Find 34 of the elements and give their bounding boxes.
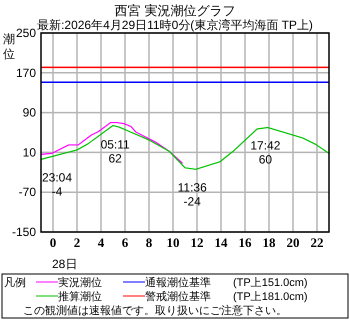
y-tick-label: -150 xyxy=(12,225,36,239)
line-series xyxy=(40,122,184,164)
chart-title: 西宮 実況潮位グラフ xyxy=(114,3,236,18)
x-tick-label: 4 xyxy=(98,235,105,250)
text: この観測値は速報値です。取り扱いにご注意下さい。 xyxy=(23,304,287,317)
legend-label: 実況潮位 xyxy=(58,276,102,289)
x-tick-label: 22 xyxy=(310,235,324,250)
legend-label: 通報潮位基準 (TP上151.0cm) xyxy=(145,276,308,289)
y-tick-label: 90 xyxy=(22,106,36,120)
chart-subtitle: 最新:2026年4月29日11時0分(東京湾平均海面 TP上) xyxy=(37,18,313,32)
x-tick-label: 12 xyxy=(190,235,204,250)
annotation: 23:04 -4 xyxy=(42,170,72,198)
legend-label: 警戒潮位基準 (TP上181.0cm) xyxy=(145,290,308,303)
x-tick-label: 16 xyxy=(238,235,252,250)
y-tick-label: -70 xyxy=(18,185,36,200)
y-tick-label: 10 xyxy=(22,145,36,160)
y-tick-label: 170 xyxy=(16,66,36,80)
annotation: 05:11 62 xyxy=(100,138,130,166)
x-tick-label: 18 xyxy=(262,235,276,250)
x-tick-label: 10 xyxy=(166,235,180,250)
annotation: 17:42 60 xyxy=(250,138,281,167)
line-series xyxy=(40,124,330,170)
annotation: 11:36 -24 xyxy=(178,180,208,208)
x-tick-label: 20 xyxy=(286,235,300,250)
y-tick-label: 250 xyxy=(16,26,36,40)
y-axis-title: 潮位 xyxy=(3,32,15,61)
legend-title: 凡例 xyxy=(4,277,26,289)
x-tick-label: 8 xyxy=(146,235,153,250)
x-tick-label: 14 xyxy=(214,235,228,250)
x-tick-label: 0 xyxy=(50,235,56,250)
legend-label: 推算潮位 xyxy=(58,290,102,303)
x-tick-label: 2 xyxy=(74,235,80,250)
text: 28日 xyxy=(52,257,78,271)
x-tick-label: 6 xyxy=(122,235,129,250)
